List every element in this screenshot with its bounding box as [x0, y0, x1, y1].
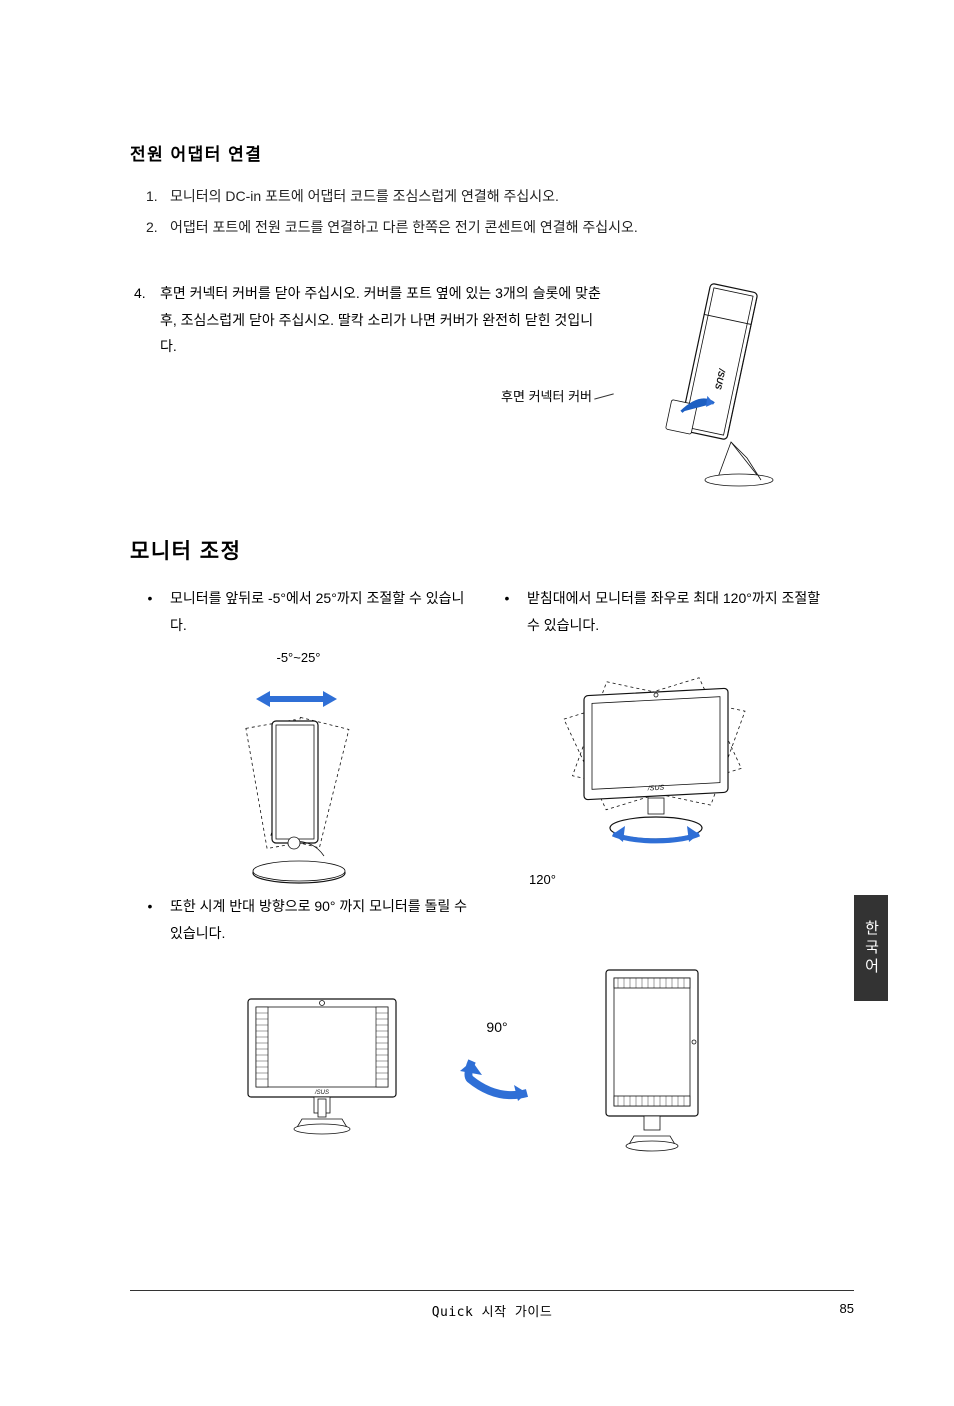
leader-line [594, 393, 614, 399]
step-text: 어댑터 포트에 전원 코드를 연결하고 다른 한쪽은 전기 콘센트에 연결해 주… [170, 219, 638, 235]
step-number: 1. [146, 183, 158, 210]
step4-row: 4. 후면 커넥터 커버를 닫아 주십시오. 커버를 포트 옆에 있는 3개의 … [130, 280, 824, 495]
section-title: 전원 어댑터 연결 [130, 140, 824, 165]
tilt-svg [214, 681, 384, 891]
rotate-angle-label: 90° [486, 1014, 507, 1041]
figure-caption: 후면 커넥터 커버 [501, 385, 592, 410]
page-footer: Quick 시작 가이드 85 [130, 1290, 854, 1316]
steps-list: 1. 모니터의 DC-in 포트에 어댑터 코드를 조심스럽게 연결해 주십시오… [130, 183, 824, 240]
svg-text:/SUS: /SUS [314, 1090, 329, 1096]
bullet-rotate: • 또한 시계 반대 방향으로 90° 까지 모니터를 돌릴 수 있습니다. [130, 893, 467, 946]
spacer [487, 893, 824, 954]
bullet-marker: • [130, 893, 170, 946]
step-number: 4. [130, 280, 160, 409]
portrait-monitor-svg [582, 964, 722, 1154]
section-power-adapter: 전원 어댑터 연결 1. 모니터의 DC-in 포트에 어댑터 코드를 조심스럽… [130, 140, 824, 240]
page-number: 85 [840, 1301, 854, 1316]
swivel-angle-label: 120° [529, 868, 556, 893]
step-item: 1. 모니터의 DC-in 포트에 어댑터 코드를 조심스럽게 연결해 주십시오… [170, 183, 824, 210]
step4-text-block: 4. 후면 커넥터 커버를 닫아 주십시오. 커버를 포트 옆에 있는 3개의 … [130, 280, 604, 409]
step-text: 후면 커넥터 커버를 닫아 주십시오. 커버를 포트 옆에 있는 3개의 슬롯에… [160, 280, 604, 360]
tilt-range-label: -5°~25° [130, 646, 467, 671]
language-tab: 한국어 [854, 895, 888, 1001]
tilt-figure: -5°~25° [130, 646, 467, 893]
svg-text:/SUS: /SUS [646, 785, 664, 793]
bullet-text: 또한 시계 반대 방향으로 90° 까지 모니터를 돌릴 수 있습니다. [170, 893, 467, 946]
bullet-text: 모니터를 앞뒤로 -5°에서 25°까지 조절할 수 있습니다. [170, 585, 467, 638]
step-text: 모니터의 DC-in 포트에 어댑터 코드를 조심스럽게 연결해 주십시오. [170, 188, 559, 204]
step-item: 2. 어댑터 포트에 전원 코드를 연결하고 다른 한쪽은 전기 콘센트에 연결… [170, 214, 824, 241]
footer-title: Quick 시작 가이드 [432, 1301, 553, 1320]
landscape-monitor-svg: /SUS [232, 979, 412, 1139]
bullet-marker: • [130, 585, 170, 638]
figure-caption-leader: 후면 커넥터 커버 [160, 385, 614, 410]
bullet-marker: • [487, 585, 527, 638]
rotate-figures: /SUS 90° [130, 964, 824, 1154]
section-title: 모니터 조정 [130, 535, 824, 565]
swivel-figure: /SUS 120° [487, 646, 824, 893]
rear-cover-figure: /SUS [624, 280, 824, 495]
rotate-arrow-svg [452, 1045, 542, 1105]
bullet-swivel: • 받침대에서 모니터를 좌우로 최대 120°까지 조절할 수 있습니다. [487, 585, 824, 638]
adjust-grid: • 모니터를 앞뒤로 -5°에서 25°까지 조절할 수 있습니다. • 받침대… [130, 585, 824, 1154]
step-number: 2. [146, 214, 158, 241]
swivel-svg: /SUS [541, 656, 771, 866]
monitor-rear-svg: /SUS [649, 280, 799, 490]
bullet-tilt: • 모니터를 앞뒤로 -5°에서 25°까지 조절할 수 있습니다. [130, 585, 467, 638]
bullet-text: 받침대에서 모니터를 좌우로 최대 120°까지 조절할 수 있습니다. [527, 585, 824, 638]
page: 전원 어댑터 연결 1. 모니터의 DC-in 포트에 어댑터 코드를 조심스럽… [0, 0, 954, 1406]
